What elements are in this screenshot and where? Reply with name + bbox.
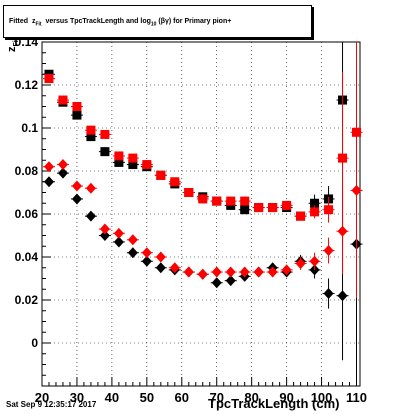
square-marker	[100, 147, 110, 157]
x-tick-label: 20	[35, 390, 49, 405]
square-marker	[226, 196, 236, 206]
diamond-marker	[211, 277, 222, 289]
square-marker	[114, 151, 124, 161]
square-marker	[170, 177, 180, 187]
diamond-marker	[211, 266, 222, 278]
diamond-marker	[71, 193, 82, 205]
diamond-marker	[155, 262, 166, 274]
x-tick-label: 30	[70, 390, 84, 405]
x-tick-label: 70	[209, 390, 223, 405]
square-marker	[142, 160, 152, 170]
square-marker	[240, 196, 250, 206]
square-marker	[324, 205, 334, 215]
square-marker	[72, 110, 82, 120]
square-marker	[86, 125, 96, 135]
diamond-marker	[57, 167, 68, 179]
diamond-marker	[127, 234, 138, 246]
square-marker	[198, 194, 208, 204]
diamond-marker	[85, 210, 96, 222]
diamond-marker	[225, 266, 236, 278]
square-marker	[296, 211, 306, 221]
square-marker	[128, 160, 138, 170]
y-tick-label: 0.02	[15, 293, 39, 307]
diamond-marker	[351, 184, 362, 196]
y-tick-label: 0.04	[15, 250, 39, 264]
x-axis-title: TpcTrackLength (cm)	[208, 396, 340, 411]
title-suffix: (βγ) for Primary pion+	[158, 18, 232, 25]
diamond-marker	[43, 176, 54, 188]
y-tick-label: 0.12	[15, 78, 39, 92]
diamond-marker	[267, 266, 278, 278]
diamond-marker	[183, 266, 194, 278]
square-marker	[240, 205, 250, 215]
title-log-sub: 10	[150, 21, 157, 28]
y-tick-label: 0.08	[15, 164, 39, 178]
x-tick-label: 110	[346, 390, 367, 405]
x-tick-label: 60	[175, 390, 189, 405]
diamond-marker	[295, 257, 306, 269]
square-marker	[282, 200, 292, 210]
diamond-marker	[337, 290, 348, 302]
y-tick-label: 0	[31, 336, 38, 350]
square-marker	[212, 196, 222, 206]
footer-date: Sat Sep 9 12:35:17 2017	[6, 400, 97, 409]
y-tick-label: 0.14	[15, 35, 39, 49]
square-marker	[156, 170, 166, 180]
y-axis-title-sub: Fit	[13, 37, 21, 47]
square-marker	[114, 157, 124, 167]
square-marker	[310, 207, 320, 217]
diamond-marker	[197, 268, 208, 280]
x-tick-label: 50	[140, 390, 154, 405]
square-marker	[128, 153, 138, 163]
title-middle: versus TpcTrackLength and log	[45, 18, 151, 25]
square-marker	[338, 153, 348, 163]
diamond-marker	[323, 245, 334, 257]
square-marker	[58, 95, 68, 105]
y-tick-label: 0.1	[21, 121, 38, 135]
y-axis-title-main: z	[6, 46, 18, 53]
square-marker	[72, 102, 82, 111]
y-axis-title: zFit	[6, 38, 20, 52]
diamond-marker	[141, 255, 152, 267]
plot-title: Fitted zFit versus TpcTrackLength and lo…	[3, 5, 312, 38]
title-prefix: Fitted	[9, 18, 29, 25]
diamond-marker	[225, 275, 236, 287]
diamond-marker	[141, 247, 152, 259]
diamond-marker	[113, 227, 124, 239]
diamond-marker	[43, 161, 54, 173]
diamond-marker	[281, 264, 292, 276]
square-marker	[184, 188, 194, 197]
diamond-marker	[99, 223, 110, 235]
square-marker	[268, 203, 278, 213]
square-marker	[86, 132, 96, 142]
diamond-marker	[337, 225, 348, 237]
x-tick-label: 80	[244, 390, 258, 405]
diamond-marker	[323, 288, 334, 300]
square-marker	[254, 203, 264, 213]
diamond-marker	[85, 182, 96, 194]
x-tick-label: 100	[311, 390, 333, 405]
x-tick-label: 40	[105, 390, 119, 405]
diamond-marker	[155, 251, 166, 263]
diamond-marker	[309, 255, 320, 267]
diamond-marker	[57, 159, 68, 171]
x-tick-label: 90	[279, 390, 293, 405]
diamond-marker	[127, 247, 138, 259]
y-tick-label: 0.06	[15, 207, 39, 221]
diamond-marker	[113, 236, 124, 248]
title-z-sub: Fit	[35, 21, 42, 28]
diamond-marker	[71, 180, 82, 192]
square-marker	[310, 198, 320, 208]
square-marker	[100, 129, 110, 139]
square-marker	[44, 74, 54, 84]
diamond-marker	[99, 230, 110, 241]
title-z: z	[31, 18, 36, 25]
diamond-marker	[169, 262, 180, 274]
diamond-marker	[253, 266, 264, 278]
diamond-marker	[239, 266, 250, 278]
